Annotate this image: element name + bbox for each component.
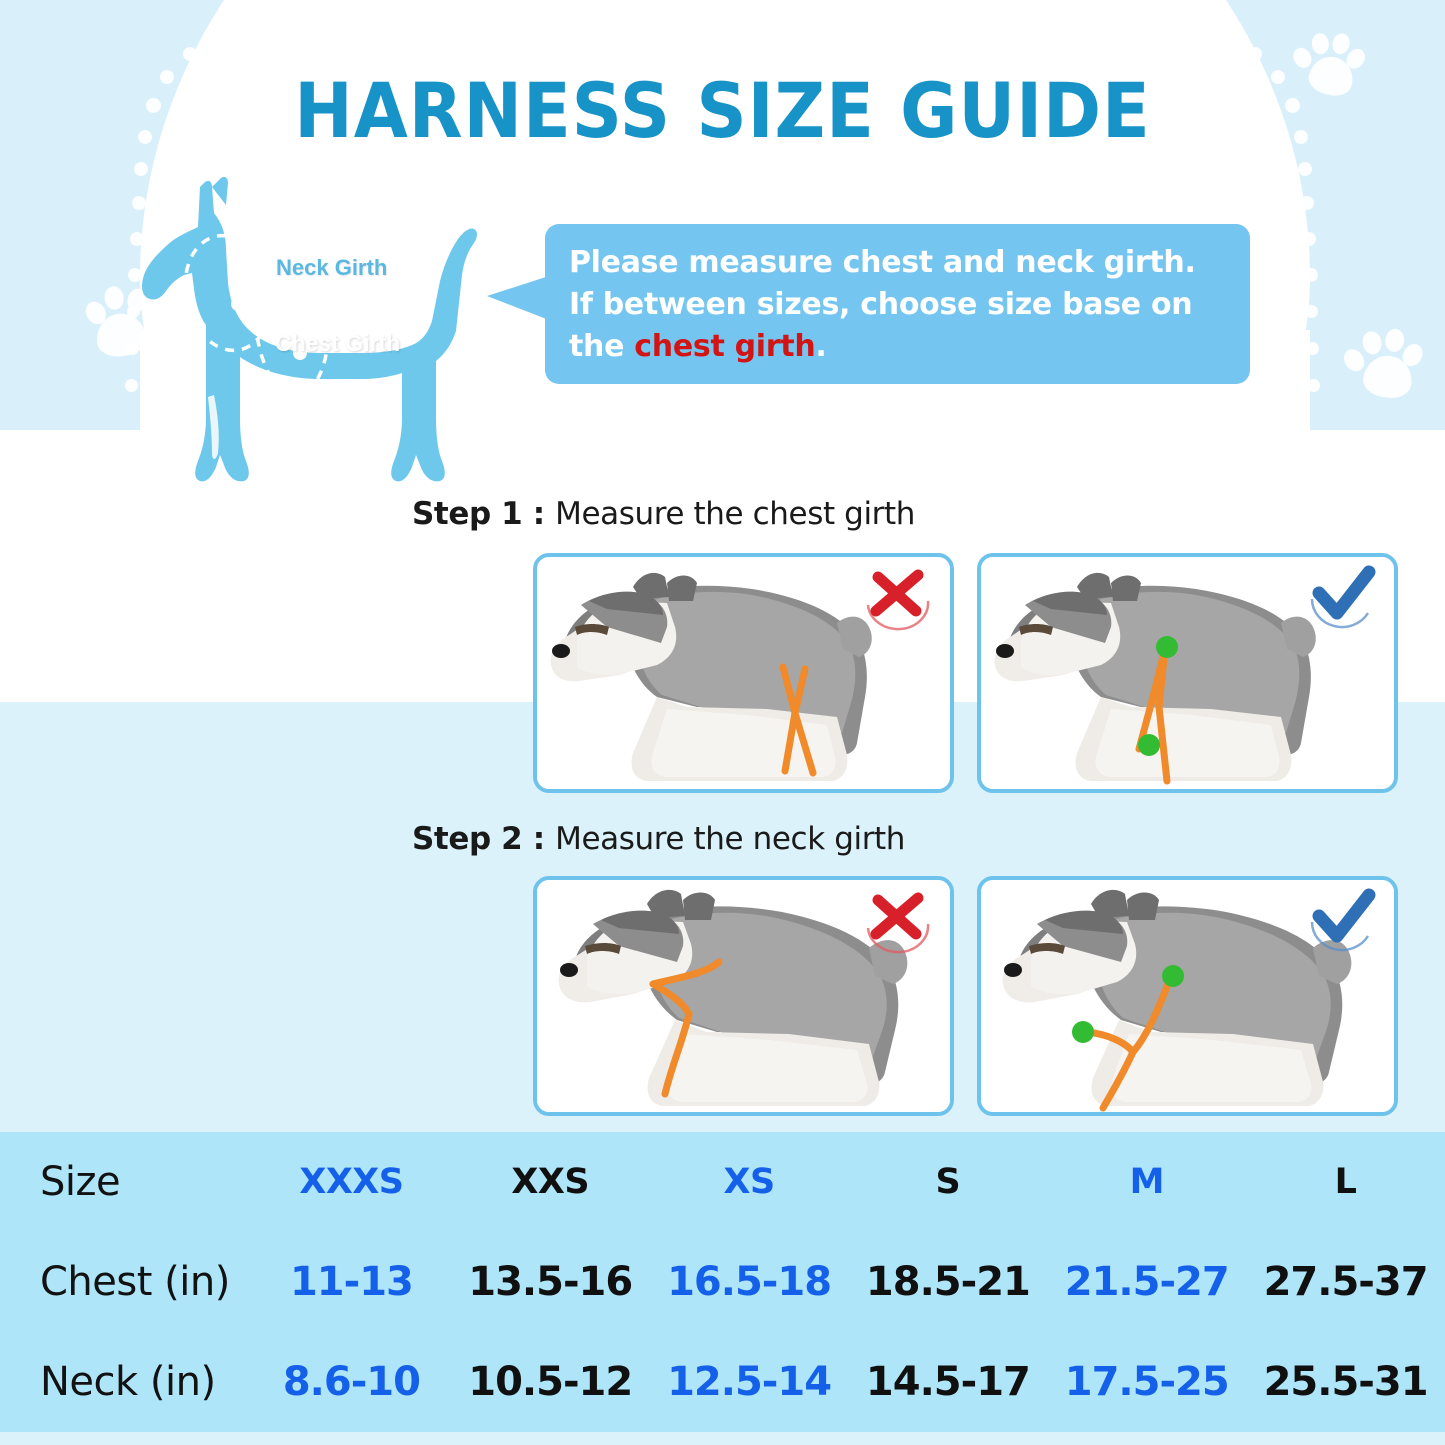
step2-incorrect-photo-card [533,876,954,1116]
bubble-line-3-prefix: the [569,329,635,364]
size-header-s: S [935,1162,961,1202]
row-label-neck: Neck (in) [40,1359,216,1405]
size-header-xxxs: XXXS [299,1162,404,1202]
neck-value-l: 25.5-31 [1263,1359,1429,1405]
step-2-text: Measure the neck girth [555,821,906,857]
neck-value-xxs: 10.5-12 [468,1359,633,1405]
dog-silhouette-diagram: Neck Girth Chest Girth [140,165,480,515]
dog-nose [996,644,1014,658]
check-mark-icon [1310,888,1376,952]
neck-measure-point [231,297,245,311]
tape-measure-wrong [649,958,723,1098]
dog-photo-neck-wrong [537,880,950,1112]
step-2-prefix: Step 2 : [412,821,556,857]
chest-girth-label: Chest Girth [275,330,401,356]
dog-photo-chest-wrong [537,557,950,789]
dog-nose [560,963,578,977]
measure-point-top [1162,965,1184,987]
bubble-line-1: Please measure chest and neck girth. [569,245,1196,280]
background-band-bottom [0,1432,1445,1445]
chest-value-xs: 16.5-18 [667,1259,832,1305]
step2-correct-photo-card [977,876,1398,1116]
size-chart-table: Size XXXS XXS XS S M L Chest (in) 11-13 … [0,1132,1445,1432]
instruction-text: Please measure chest and neck girth. If … [569,242,1236,368]
chest-measure-point [293,346,307,360]
step-1-prefix: Step 1 : [412,496,556,532]
chest-value-l: 27.5-37 [1263,1259,1429,1305]
chest-girth-ellipse [253,249,331,397]
background-band-table [0,1132,1445,1432]
neck-arrow-icon [248,295,268,313]
tape-measure-wrong [779,663,817,777]
neck-value-xs: 12.5-14 [667,1359,832,1405]
chest-value-m: 21.5-27 [1064,1259,1230,1305]
neck-girth-label: Neck Girth [276,255,388,280]
cross-mark-icon [866,569,930,631]
bubble-line-2: If between sizes, choose size base on [569,287,1193,322]
measure-point-bottom [1138,734,1160,756]
dog-shape-svg [142,176,477,482]
size-header-m: M [1129,1162,1165,1202]
speech-bubble-tail [487,276,549,320]
step1-incorrect-photo-card [533,553,954,793]
neck-value-s: 14.5-17 [865,1359,1031,1405]
check-mark-icon [1310,565,1376,629]
tape-measure-correct [1135,645,1171,785]
chest-arrow-icon [290,305,302,319]
chest-girth-highlight: chest girth [634,329,816,364]
step1-correct-photo-card [977,553,1398,793]
size-header-xs: XS [723,1162,775,1202]
page-title: HARNESS SIZE GUIDE [294,66,1151,155]
cross-mark-icon [866,892,930,954]
chest-value-s: 18.5-21 [865,1259,1031,1305]
row-label-size: Size [40,1159,121,1205]
instruction-speech-bubble: Please measure chest and neck girth. If … [545,224,1250,384]
measure-point-top [1156,636,1178,658]
step-1-label: Step 1 : Measure the chest girth [412,496,915,532]
bubble-line-3-suffix: . [815,329,827,364]
neck-value-xxxs: 8.6-10 [282,1359,421,1405]
paw-print-icon [1336,321,1432,409]
row-label-chest: Chest (in) [40,1259,230,1305]
white-fill-left [0,430,260,702]
size-header-l: L [1334,1162,1357,1202]
chest-value-xxs: 13.5-16 [468,1259,633,1305]
measure-point-front [1072,1021,1094,1043]
dog-nose [1004,963,1022,977]
size-header-xxs: XXS [511,1162,590,1202]
dog-nose [552,644,570,658]
chest-value-xxxs: 11-13 [289,1259,414,1305]
neck-value-m: 17.5-25 [1064,1359,1230,1405]
step-2-label: Step 2 : Measure the neck girth [412,821,905,857]
step-1-text: Measure the chest girth [555,496,916,532]
